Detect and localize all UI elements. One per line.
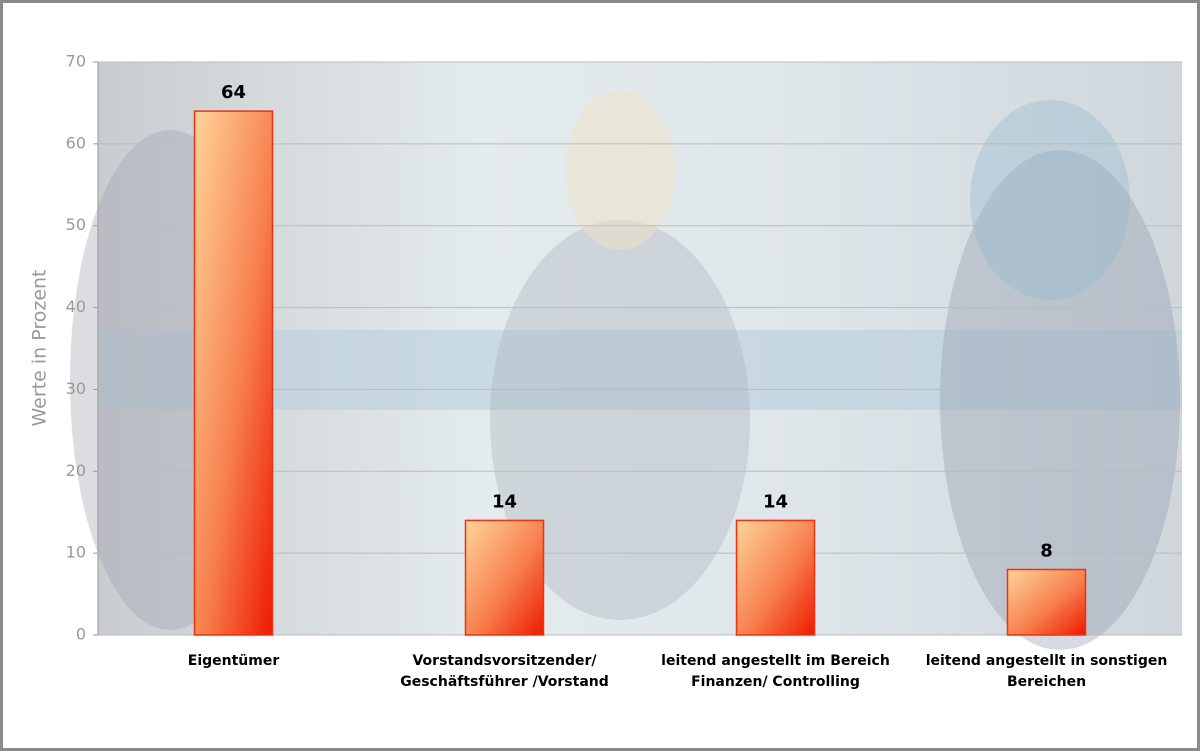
x-tick-label: Eigentümer [188,653,280,669]
y-tick-label: 0 [76,625,86,644]
x-tick-label-line: leitend angestellt im Bereich [661,653,890,669]
y-tick-label: 70 [66,52,86,71]
y-tick-label: 30 [66,379,86,398]
x-tick-label: leitend angestellt im Bereich Finanzen/ C… [661,653,890,690]
y-tick-label: 40 [66,297,86,316]
x-tick-label: Vorstandsvorsitzender/Geschäftsführer /V… [400,653,609,690]
value-label: 14 [492,491,517,512]
y-tick-label: 10 [66,543,86,562]
bar [193,110,274,636]
x-tick-label-line: Bereichen [1007,674,1086,690]
bar [464,519,545,636]
x-tick-label-line: leitend angestellt in sonstigen [926,653,1168,669]
value-label: 8 [1040,541,1053,562]
x-tick-label-line: Vorstandsvorsitzender/ [412,653,597,669]
x-tick-label-line: Eigentümer [188,653,280,669]
x-tick-label: leitend angestellt in sonstigen Bereichen [926,653,1168,690]
y-tick-label: 60 [66,133,86,152]
y-tick-label: 20 [66,461,86,480]
value-label: 14 [763,491,788,512]
x-tick-label-line: Finanzen/ Controlling [691,674,860,690]
value-label: 64 [221,82,246,103]
bar [1006,568,1087,636]
x-tick-label-line: Geschäftsführer /Vorstand [400,674,609,690]
bar [735,519,816,636]
y-tick-label: 50 [66,215,86,234]
y-axis-label: Werte in Prozent [29,269,51,426]
